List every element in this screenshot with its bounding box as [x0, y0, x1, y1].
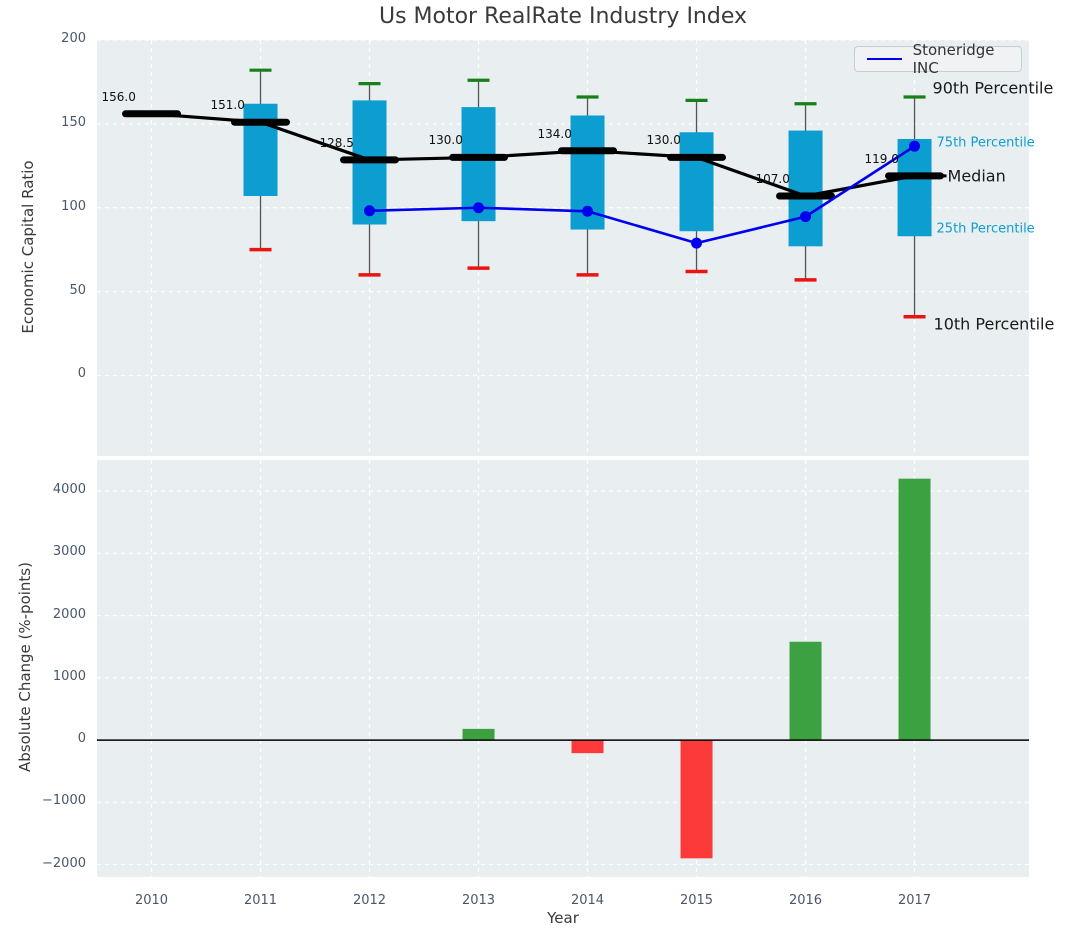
- median-value-label: 156.0: [101, 89, 136, 104]
- y-tick-label: 0: [77, 731, 86, 747]
- median-value-label: 130.0: [428, 133, 463, 148]
- y-tick-label: −2000: [42, 855, 86, 871]
- median-value-label: 151.0: [210, 98, 245, 113]
- legend: Stoneridge INC: [854, 41, 1022, 77]
- y-tick-label: 50: [69, 282, 86, 298]
- chart-title: Us Motor RealRate Industry Index: [378, 4, 748, 29]
- annotation-p90: 90th Percentile: [932, 78, 1054, 98]
- x-tick-label: 2016: [788, 893, 823, 908]
- annotation-p10: 10th Percentile: [933, 314, 1055, 334]
- annotation-q1: 25th Percentile: [936, 221, 1035, 237]
- annotation-q3: 75th Percentile: [936, 135, 1035, 151]
- stoneridge-line: [369, 145, 916, 245]
- change-bar: [680, 740, 713, 859]
- x-tick-label: 2011: [243, 893, 278, 908]
- stoneridge-marker: [364, 205, 376, 217]
- y-tick-label: 200: [61, 31, 86, 46]
- y-tick-label: −1000: [42, 793, 86, 809]
- y-tick-label: 100: [61, 198, 86, 214]
- change-bar: [571, 740, 604, 754]
- x-tick-label: 2010: [134, 893, 169, 908]
- y-tick-label: 3000: [52, 544, 86, 560]
- median-value-label: 128.5: [319, 135, 354, 150]
- stoneridge-marker: [691, 237, 703, 249]
- median-value-label: 119.0: [864, 151, 899, 166]
- x-tick-label: 2015: [679, 893, 714, 908]
- x-tick-label: 2017: [897, 893, 932, 908]
- y-tick-label: 4000: [52, 482, 86, 498]
- x-tick-label: 2012: [352, 893, 387, 908]
- y-tick-label: 0: [77, 366, 86, 382]
- stoneridge-marker: [473, 202, 485, 214]
- annotation-median: Median: [947, 166, 1006, 186]
- iqr-box: [788, 130, 823, 247]
- stoneridge-marker: [582, 205, 594, 217]
- change-bar: [789, 641, 822, 741]
- iqr-box: [679, 132, 714, 232]
- y-tick-label: 2000: [52, 606, 86, 622]
- legend-label: Stoneridge INC: [912, 41, 995, 77]
- x-tick-label: 2014: [570, 893, 605, 908]
- x-axis-label: Year: [547, 909, 579, 927]
- top-y-axis-label: Economic Capital Ratio: [19, 160, 37, 334]
- x-tick-label: 2013: [461, 893, 496, 908]
- median-line: [151, 112, 915, 198]
- stoneridge-marker: [800, 211, 812, 223]
- median-value-label: 107.0: [755, 172, 790, 186]
- y-tick-label: 150: [61, 114, 86, 130]
- median-value-label: 130.0: [646, 133, 681, 148]
- axes-background: [97, 460, 1029, 877]
- iqr-box: [461, 107, 496, 222]
- iqr-box: [897, 138, 932, 237]
- change-bar: [898, 478, 931, 741]
- y-tick-label: 1000: [52, 668, 86, 684]
- change-bar: [462, 728, 495, 741]
- median-value-label: 134.0: [537, 126, 572, 141]
- stoneridge-marker: [909, 140, 921, 152]
- legend-line-swatch: [867, 58, 902, 60]
